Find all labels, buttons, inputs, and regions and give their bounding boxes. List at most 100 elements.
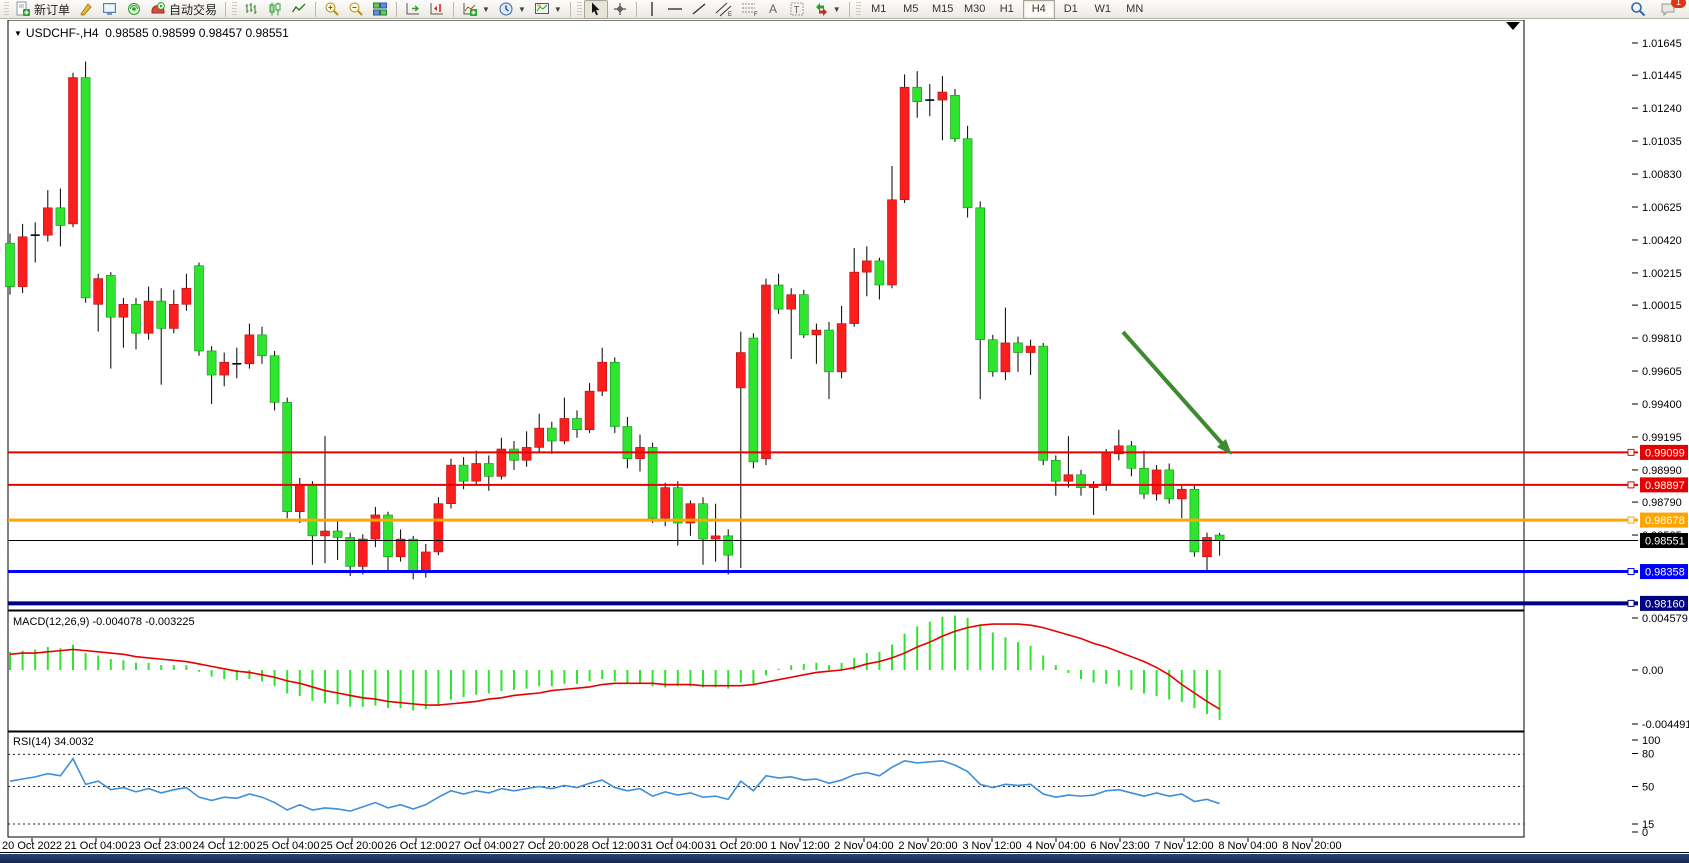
- chart-shift-icon: [430, 3, 444, 15]
- svg-text:21 Oct 04:00: 21 Oct 04:00: [65, 840, 128, 852]
- svg-text:1.00015: 1.00015: [1642, 300, 1682, 312]
- svg-text:0.99810: 0.99810: [1642, 333, 1682, 345]
- tile-windows-button[interactable]: [368, 0, 392, 19]
- macd-indicator-label: MACD(12,26,9) -0.004078 -0.003225: [13, 616, 195, 628]
- svg-text:1.01445: 1.01445: [1642, 70, 1682, 82]
- price-axis[interactable]: 1.01645 1.01445 1.01240 1.01035 1.00830 1.006…: [1632, 38, 1682, 542]
- symbol-collapse-icon[interactable]: ▼: [14, 29, 22, 38]
- time-axis[interactable]: 20 Oct 2022 21 Oct 04:00 23 Oct 23:00 24 Oc…: [2, 838, 1342, 852]
- indicators-icon: [463, 3, 478, 16]
- toolbar-grip[interactable]: [232, 2, 238, 16]
- svg-text:0.98990: 0.98990: [1642, 465, 1682, 477]
- macd-main-value: -0.004078: [92, 616, 143, 628]
- shapes-tool[interactable]: ▼: [809, 0, 845, 19]
- svg-text:F: F: [754, 12, 758, 17]
- svg-text:80: 80: [1642, 749, 1654, 761]
- notifications-button[interactable]: 1: [1656, 0, 1686, 19]
- svg-text:8 Nov 20:00: 8 Nov 20:00: [1282, 840, 1341, 852]
- fibonacci-tool[interactable]: F: [737, 0, 763, 19]
- crosshair-tool-button[interactable]: [608, 0, 632, 19]
- svg-text:100: 100: [1642, 735, 1660, 747]
- text-tool[interactable]: A: [763, 0, 785, 19]
- macd-name: MACD(12,26,9): [13, 616, 90, 628]
- ohlc-close: 0.98551: [245, 26, 289, 40]
- timeframe-m5[interactable]: M5: [903, 2, 919, 15]
- vertical-line-tool[interactable]: [641, 0, 663, 19]
- main-toolbar: 新订单 自动交易: [0, 0, 1689, 19]
- periods-caret: ▼: [517, 4, 526, 14]
- label-tool[interactable]: T: [785, 0, 809, 19]
- svg-text:20 Oct 2022: 20 Oct 2022: [2, 840, 62, 852]
- rsi-layer: 100 80 50 150: [8, 735, 1660, 839]
- search-button[interactable]: [1626, 0, 1650, 19]
- timeframe-m15[interactable]: M15: [932, 2, 954, 15]
- symbol-period-label: USDCHF-,H4: [25, 26, 99, 40]
- channel-tool[interactable]: E: [711, 0, 737, 19]
- horizontal-line-tool[interactable]: [663, 0, 687, 19]
- crosshair-icon: [613, 3, 626, 15]
- timeframe-m1[interactable]: M1: [871, 2, 887, 15]
- svg-text:0.98551: 0.98551: [1645, 536, 1685, 548]
- svg-text:0.98678: 0.98678: [1645, 515, 1685, 527]
- toolbar-grip[interactable]: [576, 2, 582, 16]
- svg-text:4 Nov 04:00: 4 Nov 04:00: [1026, 840, 1085, 852]
- line-chart-button[interactable]: [287, 0, 311, 19]
- svg-text:50: 50: [1642, 782, 1654, 794]
- rsi-pane[interactable]: [7, 731, 1525, 838]
- terminal-button[interactable]: [98, 0, 122, 19]
- auto-scroll-icon: [406, 3, 420, 15]
- autotrading-icon: [151, 2, 165, 14]
- templates-button[interactable]: ▼: [530, 0, 566, 19]
- candlestick-chart-button[interactable]: [263, 0, 287, 19]
- metaeditor-button[interactable]: [74, 0, 98, 19]
- chart-window[interactable]: 1.01645 1.01445 1.01240 1.01035 1.00830 1.006…: [0, 19, 1689, 863]
- zoom-in-button[interactable]: [320, 0, 344, 19]
- svg-text:1.01645: 1.01645: [1642, 38, 1682, 50]
- trend-arrow-object[interactable]: [1121, 330, 1232, 455]
- indicators-button[interactable]: ▼: [458, 0, 494, 19]
- timeframe-d1[interactable]: D1: [1063, 2, 1078, 15]
- svg-text:E: E: [728, 12, 732, 17]
- status-bar: [0, 854, 1689, 863]
- chart-shift-button: [425, 0, 449, 19]
- indicators-caret: ▼: [482, 4, 490, 14]
- metaeditor-icon: [80, 3, 92, 16]
- svg-text:0.99400: 0.99400: [1642, 399, 1682, 411]
- ohlc-low: 0.98457: [198, 26, 243, 40]
- text-label-icon: T: [790, 2, 804, 16]
- timeframe-mn[interactable]: MN: [1126, 2, 1144, 15]
- chart-canvas[interactable]: 1.01645 1.01445 1.01240 1.01035 1.00830 1.006…: [0, 19, 1689, 863]
- toolbar-grip[interactable]: [855, 2, 861, 16]
- svg-text:7 Nov 12:00: 7 Nov 12:00: [1154, 840, 1213, 852]
- svg-text:15: 15: [1642, 819, 1654, 831]
- line-chart-icon: [291, 3, 306, 13]
- svg-text:0.00: 0.00: [1642, 665, 1663, 677]
- signals-button[interactable]: [122, 0, 146, 19]
- cursor-tool-button[interactable]: [583, 0, 608, 19]
- toolbar-grip[interactable]: [4, 2, 9, 16]
- trendline-icon: [692, 3, 706, 15]
- svg-text:-0.004491: -0.004491: [1642, 719, 1689, 731]
- hline-objects[interactable]: 0.99099 0.98897 0.98678 0.98551 0.98358 0.981…: [8, 444, 1688, 611]
- timeframe-h4[interactable]: H4: [1022, 0, 1055, 19]
- svg-text:0.98160: 0.98160: [1645, 598, 1685, 610]
- svg-text:1.00625: 1.00625: [1642, 202, 1682, 214]
- autotrading-button[interactable]: 自动交易: [146, 0, 221, 19]
- svg-text:T: T: [793, 5, 799, 16]
- autotrading-label: 自动交易: [169, 2, 218, 17]
- svg-text:1.00830: 1.00830: [1642, 169, 1682, 181]
- new-order-button[interactable]: 新订单: [11, 0, 74, 19]
- chart-shift-marker[interactable]: [1506, 22, 1520, 30]
- vertical-line-icon: [651, 2, 653, 16]
- bar-chart-button[interactable]: [239, 0, 263, 19]
- auto-scroll-button[interactable]: [401, 0, 425, 19]
- periods-button[interactable]: ▼: [494, 0, 530, 19]
- timeframe-w1[interactable]: W1: [1094, 2, 1111, 15]
- zoom-out-button[interactable]: [344, 0, 368, 19]
- trendline-tool[interactable]: [687, 0, 711, 19]
- svg-text:0: 0: [1642, 827, 1648, 839]
- svg-text:2 Nov 20:00: 2 Nov 20:00: [898, 840, 957, 852]
- timeframe-h1[interactable]: H1: [999, 2, 1014, 15]
- macd-layer: 0.004579 0.00 -0.004491: [9, 613, 1689, 731]
- timeframe-m30[interactable]: M30: [964, 2, 986, 15]
